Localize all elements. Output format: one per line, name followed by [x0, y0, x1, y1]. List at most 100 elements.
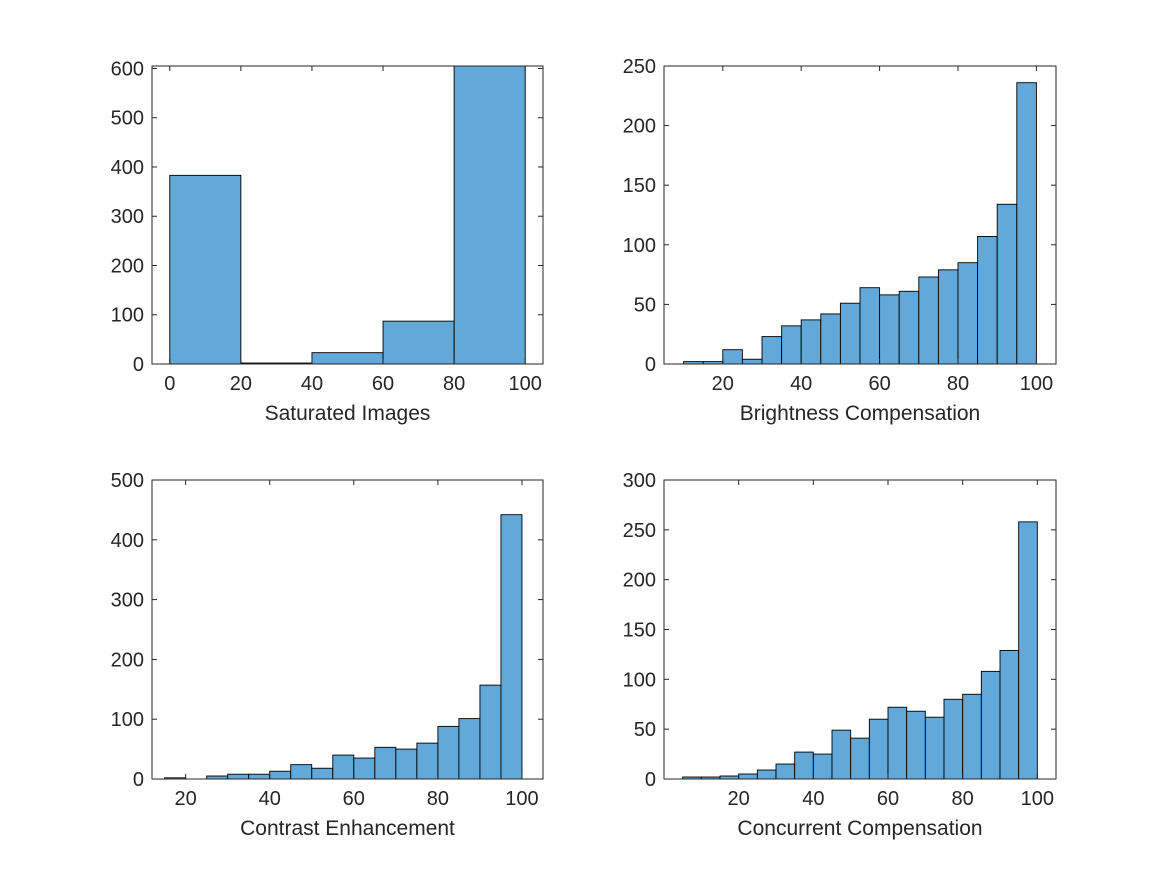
axes-box [663, 65, 1057, 365]
y-tick-label: 250 [623, 56, 656, 78]
histogram-bar [382, 320, 455, 365]
histogram-bar [1018, 521, 1038, 780]
y-tick-label: 500 [111, 108, 144, 130]
x-axis-label: Brightness Compensation [740, 402, 980, 425]
x-tick-label: 60 [343, 788, 365, 810]
histogram-bar [781, 325, 802, 365]
y-tick-label: 600 [111, 58, 144, 80]
y-tick-label: 0 [645, 354, 656, 376]
x-tick-label: 80 [443, 373, 465, 395]
histogram-bar [906, 710, 926, 780]
x-tick-label: 20 [175, 788, 197, 810]
x-tick-label: 100 [1020, 373, 1053, 395]
y-tick-label: 100 [623, 669, 656, 691]
histogram-bar [290, 764, 313, 780]
y-tick-label: 400 [111, 530, 144, 552]
histogram-bar [962, 693, 982, 780]
histogram-bar [879, 294, 900, 365]
histogram-bar [311, 767, 334, 780]
histogram-bar [887, 706, 908, 780]
y-tick-label: 50 [634, 294, 656, 316]
histogram-bar [980, 670, 1001, 780]
x-tick-label: 20 [712, 373, 734, 395]
histogram-bar [479, 684, 502, 780]
histogram-bar [248, 773, 271, 780]
histogram-panel-1: 0 20 40 60 80 100 0 100 200 300 400 500 600 Saturated… [111, 58, 544, 425]
axes-box [151, 479, 544, 780]
y-tick-label: 150 [623, 175, 656, 197]
x-tick-label: 20 [728, 788, 750, 810]
histogram-bar [761, 336, 783, 365]
histogram-bar [395, 748, 418, 780]
y-tick-label: 200 [623, 570, 656, 592]
histogram-bar [943, 698, 964, 780]
histogram-panel-3: 20 40 60 80 100 0 100 200 300 400 500 Contrast Enha… [111, 470, 544, 840]
y-tick-label: 300 [623, 470, 656, 492]
histogram-bar [957, 262, 979, 365]
histogram-bar [839, 302, 861, 365]
y-tick-label: 300 [111, 590, 144, 612]
y-tick-label: 0 [645, 769, 656, 791]
histogram-bar [775, 763, 796, 780]
y-tick-label: 300 [111, 206, 144, 228]
histogram-bar [999, 649, 1020, 780]
histogram-bar [850, 737, 870, 780]
y-tick-label: 200 [111, 649, 144, 671]
x-tick-label: 80 [952, 788, 974, 810]
y-tick-label: 50 [634, 719, 656, 741]
x-tick-label: 60 [372, 373, 394, 395]
histogram-bar [741, 358, 763, 365]
histogram-bar [794, 751, 814, 780]
histogram-bar [756, 769, 777, 780]
x-tick-label: 20 [230, 373, 252, 395]
y-tick-label: 250 [623, 520, 656, 542]
x-tick-label: 60 [868, 373, 890, 395]
x-axis-label: Concurrent Compensation [737, 817, 982, 840]
y-tick-label: 100 [623, 235, 656, 257]
axes-box [151, 65, 544, 365]
histogram-bar [353, 757, 376, 780]
x-tick-label: 60 [877, 788, 899, 810]
histogram-panel-2: 20 40 60 80 100 0 50 100 150 200 250 Brightness Com… [623, 56, 1057, 425]
x-axis-label: Contrast Enhancement [240, 817, 455, 840]
histogram-bar [332, 754, 355, 780]
histogram-bar [868, 718, 889, 780]
histogram-bar [937, 269, 959, 365]
histogram-bar [977, 236, 998, 365]
y-tick-label: 150 [623, 620, 656, 642]
histogram-bar [458, 718, 481, 780]
histogram-bar [1016, 82, 1037, 365]
histogram-panel-4: 20 40 60 80 100 0 50 100 150 200 250 300 Concurrent … [623, 470, 1057, 840]
histogram-bar [859, 287, 881, 365]
x-tick-label: 100 [509, 373, 542, 395]
histogram-bar [416, 742, 439, 780]
y-tick-label: 200 [111, 255, 144, 277]
x-tick-label: 80 [427, 788, 449, 810]
x-tick-label: 40 [301, 373, 323, 395]
x-tick-label: 40 [790, 373, 812, 395]
y-tick-label: 200 [623, 116, 656, 138]
histogram-bar [738, 773, 758, 780]
histogram-bar [831, 729, 852, 780]
y-tick-label: 400 [111, 157, 144, 179]
histogram-bar [800, 319, 822, 365]
x-tick-label: 0 [164, 373, 175, 395]
x-tick-label: 80 [947, 373, 969, 395]
histogram-bar [820, 313, 841, 365]
y-tick-label: 100 [111, 305, 144, 327]
x-axis-label: Saturated Images [265, 402, 431, 425]
histogram-bar [269, 770, 292, 780]
y-tick-label: 0 [133, 769, 144, 791]
histogram-bar [453, 65, 526, 365]
histogram-bar [898, 290, 920, 365]
histogram-bar [722, 349, 743, 365]
histogram-bar [924, 716, 945, 780]
histogram-bar [311, 352, 384, 365]
y-tick-label: 0 [133, 354, 144, 376]
histogram-bar [812, 753, 833, 780]
x-tick-label: 40 [259, 788, 281, 810]
histogram-bar [500, 514, 523, 780]
x-tick-label: 100 [1021, 788, 1054, 810]
x-tick-label: 40 [802, 788, 824, 810]
